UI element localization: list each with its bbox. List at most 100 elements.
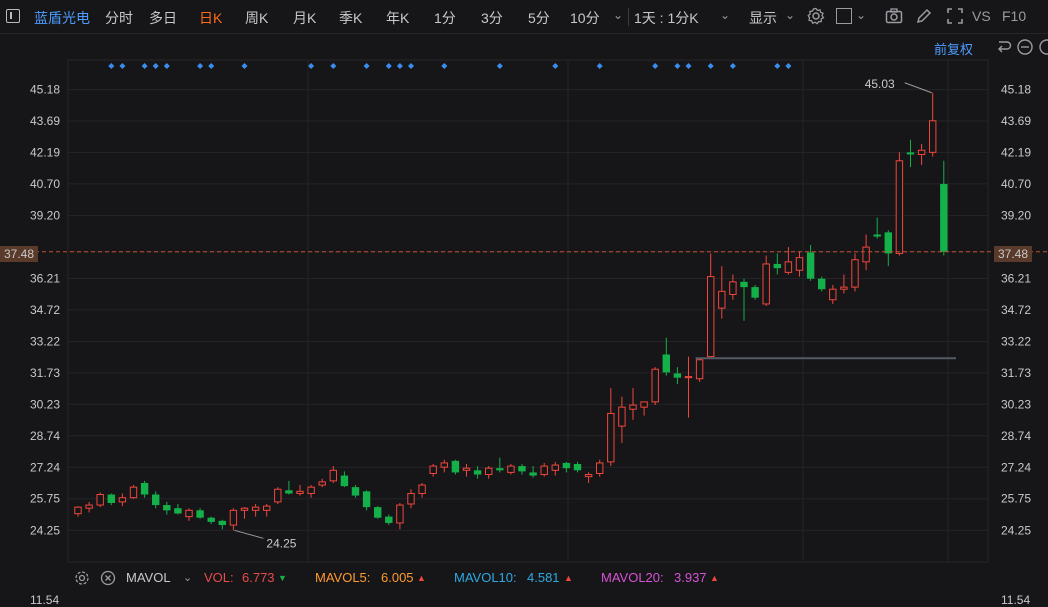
candle-body-down <box>818 278 826 290</box>
chevron-down-icon[interactable]: ⌄ <box>613 8 624 22</box>
event-marker-dot <box>108 63 115 69</box>
settings-gear-icon[interactable] <box>806 6 826 26</box>
low-annotation-label: 24.25 <box>266 536 296 550</box>
candle-body-down <box>806 252 815 279</box>
y-tick-label-left: 24.25 <box>30 523 60 537</box>
candle-body-up <box>629 404 637 410</box>
candle-body-up <box>829 288 837 301</box>
pencil-icon[interactable] <box>914 6 934 26</box>
period-tab-yearly[interactable]: 年K <box>386 10 410 26</box>
event-marker-dot <box>197 63 204 69</box>
y-tick-label-left: 42.19 <box>30 146 60 160</box>
candle-body-up <box>707 276 715 358</box>
y-tick-label-left: 33.22 <box>30 334 60 348</box>
candle-body-up <box>596 462 604 474</box>
candle-body-up <box>784 261 793 273</box>
f10-button[interactable]: F10 <box>1002 8 1027 24</box>
event-marker-dot <box>774 63 781 69</box>
chart-toolbar: 蓝盾光电 分时 多日 日K 周K 月K 季K 年K 1分 3分 5分 10分 ⌄… <box>0 0 1048 34</box>
event-marker-dot <box>785 63 792 69</box>
event-marker-dot <box>596 63 603 69</box>
candle-body-up <box>851 259 859 288</box>
event-marker-dot <box>729 63 736 69</box>
up-arrow-icon: ▲ <box>417 573 426 583</box>
candle-body-down <box>340 475 349 487</box>
plot-frame <box>67 59 989 563</box>
y-tick-label-right: 34.72 <box>1001 303 1031 317</box>
vs-compare-button[interactable]: VS <box>972 8 991 24</box>
mavol10-value: 4.581 <box>527 570 560 585</box>
candle-body-down <box>374 507 382 518</box>
high-annotation-line <box>904 82 932 94</box>
candle-body-up <box>240 507 249 511</box>
candle-body-down <box>751 287 759 298</box>
y-tick-label-left: 30.23 <box>30 397 60 411</box>
candle-body-up <box>251 506 260 511</box>
chevron-down-icon[interactable]: ⌄ <box>720 8 731 22</box>
candle-body-up <box>462 467 471 471</box>
indicator-settings-icon[interactable] <box>74 570 90 586</box>
y-tick-label-left: 45.18 <box>30 83 60 97</box>
camera-icon[interactable] <box>884 6 904 26</box>
candle-body-up <box>329 469 338 482</box>
period-tab-1min[interactable]: 1分 <box>434 10 456 26</box>
period-tab-10min[interactable]: 10分 <box>570 10 600 26</box>
candle-body-up <box>74 506 82 515</box>
up-arrow-icon: ▲ <box>564 573 573 583</box>
volume-axis-tick-right: 11.54 <box>1001 593 1031 607</box>
event-marker-dot <box>685 63 692 69</box>
y-tick-label-right: 27.24 <box>1001 460 1031 474</box>
candle-body-up <box>396 504 404 524</box>
zoom-out-icon[interactable] <box>1016 38 1034 56</box>
period-tab-quarterly[interactable]: 季K <box>339 10 363 26</box>
last-price-label-left: 37.48 <box>0 246 39 262</box>
down-arrow-icon: ▼ <box>278 573 287 583</box>
price-axes: 45.18 45.18 43.69 43.69 42.19 42.19 40.70 40.70… <box>30 83 1031 538</box>
event-marker-dot <box>441 63 448 69</box>
low-annotation-line <box>234 529 264 539</box>
candle-body-up <box>895 160 904 254</box>
adjustment-mode-button[interactable]: 前复权 <box>934 42 974 57</box>
y-tick-label-left: 34.72 <box>30 303 60 317</box>
toolbar-divider <box>628 8 629 26</box>
candle-body-up <box>407 492 415 505</box>
event-marker-dot <box>208 63 215 69</box>
stock-name[interactable]: 蓝盾光电 <box>34 10 90 26</box>
candle-body-up <box>540 465 548 476</box>
undo-icon[interactable] <box>994 38 1012 56</box>
candle-body-down <box>940 183 948 252</box>
candle-body-down <box>740 281 748 288</box>
chevron-down-icon[interactable]: ⌄ <box>785 8 796 22</box>
chart-grid <box>67 59 989 563</box>
fullscreen-icon[interactable] <box>945 6 965 26</box>
indicator-name[interactable]: MAVOL <box>126 570 171 585</box>
period-tab-daily[interactable]: 日K <box>199 10 223 26</box>
layout-box-icon[interactable] <box>836 8 852 24</box>
zoom-in-icon[interactable] <box>1038 38 1048 56</box>
candle-body-up <box>418 484 426 494</box>
period-tab-5min[interactable]: 5分 <box>528 10 550 26</box>
period-tab-weekly[interactable]: 周K <box>245 10 269 26</box>
candle-body-up <box>729 281 737 295</box>
event-marker-dot <box>496 63 503 69</box>
candle-body-down <box>218 520 226 526</box>
candle-body-up <box>118 497 127 503</box>
period-tab-intraday[interactable]: 分时 <box>105 10 133 26</box>
candle-body-down <box>140 482 149 495</box>
mavol5-label: MAVOL5: <box>315 570 371 585</box>
event-marker-dot <box>552 63 559 69</box>
display-menu[interactable]: 显示 <box>749 10 777 26</box>
period-tab-multi-day[interactable]: 多日 <box>149 10 177 26</box>
close-icon[interactable] <box>100 570 116 586</box>
y-tick-label-left: 39.20 <box>30 209 60 223</box>
candle-body-down <box>285 490 293 494</box>
interval-dropdown[interactable]: 1天 : 1分K <box>634 10 699 26</box>
candle-body-up <box>485 467 493 476</box>
y-tick-label-right: 40.70 <box>1001 177 1031 191</box>
chevron-down-icon[interactable]: ⌄ <box>856 8 867 22</box>
period-tab-3min[interactable]: 3分 <box>481 10 503 26</box>
period-tab-monthly[interactable]: 月K <box>293 10 317 26</box>
sidebar-toggle-icon[interactable] <box>6 9 20 23</box>
chevron-down-icon[interactable]: ⌄ <box>183 572 193 584</box>
